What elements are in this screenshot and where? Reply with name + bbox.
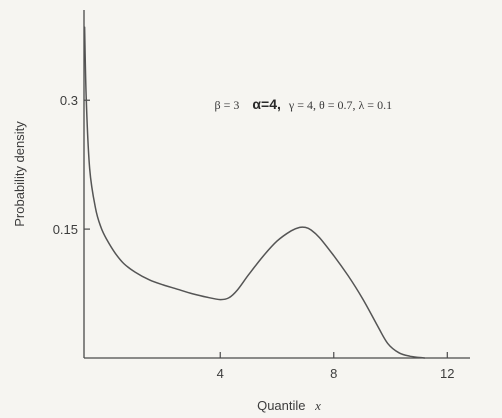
x-axis-title-text: Quantile	[257, 398, 305, 413]
y-ticks: 0.15 0.3	[53, 93, 90, 237]
y-axis-title: Probability density	[12, 121, 27, 227]
parameter-annotation: β = 3 α=4, γ = 4, θ = 0.7, λ = 0.1	[215, 96, 393, 112]
x-axis-title: Quantile x	[257, 398, 321, 413]
x-tick-label: 4	[217, 366, 224, 381]
annotation-params: γ = 4, θ = 0.7, λ = 0.1	[288, 98, 392, 112]
annotation-alpha: α=4,	[252, 96, 280, 112]
x-axis-title-symbol: x	[314, 398, 321, 413]
x-tick-label: 8	[330, 366, 337, 381]
y-tick-label: 0.3	[60, 93, 78, 108]
x-ticks: 4 8 12	[217, 352, 455, 381]
x-tick-label: 12	[440, 366, 454, 381]
plot-area: 4 8 12 0.15 0.3	[53, 10, 470, 381]
y-tick-label: 0.15	[53, 222, 78, 237]
annotation-beta: β = 3	[215, 98, 240, 112]
density-curve-series	[83, 26, 426, 359]
